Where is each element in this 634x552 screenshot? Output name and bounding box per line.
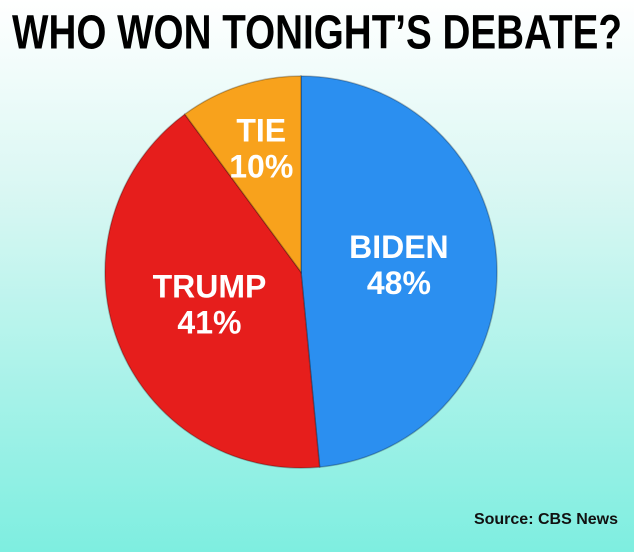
slice-category: BIDEN xyxy=(349,229,449,265)
slice-category: TRUMP xyxy=(153,268,267,304)
slice-value-label: 48% xyxy=(367,265,431,301)
slice-category: TIE xyxy=(236,112,286,148)
chart-title: WHO WON TONIGHT’S DEBATE? xyxy=(12,7,622,60)
slice-value-label: 10% xyxy=(229,148,293,184)
pie xyxy=(104,75,498,469)
slice-value-label: 41% xyxy=(177,304,241,340)
source-note: Source: CBS News xyxy=(474,511,618,528)
pie-slice xyxy=(300,75,498,468)
pie-slice xyxy=(183,75,302,275)
pie-slice xyxy=(104,113,321,469)
